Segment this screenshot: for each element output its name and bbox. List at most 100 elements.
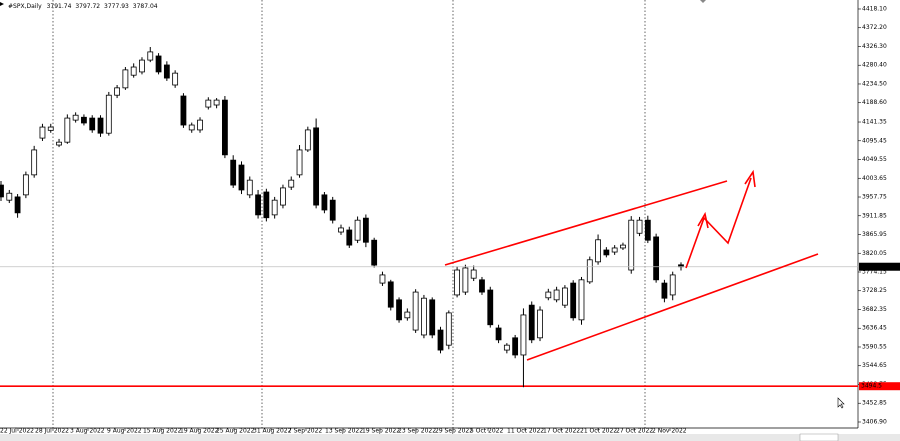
candle-body bbox=[338, 227, 344, 233]
x-tick-label: 19 Aug 2022 bbox=[180, 428, 219, 435]
candle-body bbox=[39, 126, 46, 139]
x-tick-label: 3 Aug 2022 bbox=[70, 428, 105, 435]
candle-body bbox=[0, 184, 4, 198]
candle-body bbox=[47, 126, 54, 131]
candle-body bbox=[205, 99, 212, 108]
candle-body bbox=[429, 299, 436, 336]
current-price-label: 3787.04 bbox=[861, 263, 886, 270]
candle-body bbox=[321, 194, 328, 211]
candle-body bbox=[56, 141, 62, 146]
candle-body bbox=[470, 269, 477, 279]
x-tick-label: 9 Aug 2022 bbox=[107, 428, 142, 435]
candle-body bbox=[462, 267, 469, 293]
candle-body bbox=[669, 274, 676, 296]
candle-body bbox=[479, 279, 485, 293]
candle-body bbox=[89, 117, 96, 131]
candle-body bbox=[255, 194, 261, 216]
candle-body bbox=[362, 217, 369, 243]
header: #SPX,Daily 3791.74 3797.72 3777.93 3787.… bbox=[8, 3, 158, 10]
x-tick-label: 27 Oct 2022 bbox=[616, 428, 653, 435]
y-tick-label: 4141.35 bbox=[862, 119, 887, 126]
candle-body bbox=[180, 95, 187, 126]
x-tick-label: 23 Sep 2022 bbox=[398, 428, 436, 435]
x-tick-label: 31 Aug 2022 bbox=[253, 428, 292, 435]
x-tick-label: 22 Jul 2022 bbox=[0, 428, 34, 435]
y-tick-label: 3682.35 bbox=[862, 306, 887, 313]
support-price-box bbox=[859, 382, 900, 391]
tab-bar bbox=[0, 434, 900, 441]
candle-body bbox=[147, 51, 154, 61]
candle-body bbox=[197, 119, 203, 131]
candle-body bbox=[163, 64, 170, 79]
candle-body bbox=[329, 199, 336, 221]
candle-body bbox=[64, 117, 71, 143]
y-tick-label: 3865.95 bbox=[862, 231, 887, 238]
candle-body bbox=[603, 249, 610, 256]
y-tick-label: 3406.90 bbox=[862, 418, 887, 425]
candle-body bbox=[222, 99, 228, 156]
candle-body bbox=[628, 219, 635, 271]
x-tick-label: 13 Sep 2022 bbox=[325, 428, 363, 435]
candle-body bbox=[644, 219, 651, 241]
y-tick-label: 4326.30 bbox=[862, 43, 887, 50]
candle-body bbox=[595, 239, 601, 263]
candle-body bbox=[139, 59, 145, 73]
candle-body bbox=[503, 344, 510, 351]
candle-body bbox=[304, 129, 311, 151]
y-tick-label: 4188.60 bbox=[862, 99, 887, 106]
candle-body bbox=[288, 179, 295, 188]
candle-body bbox=[22, 174, 29, 196]
y-tick-label: 4003.65 bbox=[862, 175, 887, 182]
candle-body bbox=[454, 269, 460, 296]
candle-body bbox=[611, 247, 618, 253]
arrow-heads bbox=[697, 169, 756, 229]
y-tick-label: 3957.75 bbox=[862, 194, 887, 201]
x-tick-label: 29 Sep 2022 bbox=[435, 428, 473, 435]
channel-upper bbox=[444, 180, 728, 266]
x-tick-label: 7 Sep 2022 bbox=[288, 428, 322, 435]
candle-body bbox=[296, 149, 303, 176]
candle-body bbox=[14, 196, 21, 214]
annotations bbox=[444, 169, 819, 361]
candle-body bbox=[122, 69, 129, 89]
candle-body bbox=[263, 191, 270, 219]
candle-body bbox=[512, 337, 519, 356]
x-tick-label: 19 Sep 2022 bbox=[362, 428, 400, 435]
y-tick-label: 3590.55 bbox=[862, 343, 887, 350]
candle-body bbox=[72, 114, 79, 121]
y-tick-label: 3636.45 bbox=[862, 325, 887, 332]
channel-lower bbox=[526, 253, 819, 361]
candle-body bbox=[354, 219, 361, 241]
candle-body bbox=[188, 124, 195, 131]
candle-body bbox=[437, 329, 444, 351]
candle-body bbox=[238, 164, 245, 191]
candle-body bbox=[81, 116, 87, 124]
candle-body bbox=[271, 199, 278, 216]
tab[interactable] bbox=[799, 433, 839, 441]
candle-body bbox=[155, 55, 162, 73]
x-tick-label: 25 Aug 2022 bbox=[216, 428, 255, 435]
period-separators bbox=[52, 0, 646, 428]
shift-marker bbox=[700, 0, 706, 3]
plot: 4418.10 4372.20 4326.30 4280.40 4234.50 4188.… bbox=[0, 5, 900, 435]
x-tick-label: 21 Oct 2022 bbox=[580, 428, 617, 435]
candle-body bbox=[562, 287, 568, 306]
y-tick-label: 3728.25 bbox=[862, 287, 887, 294]
y-tick-label: 3544.65 bbox=[862, 362, 887, 369]
header-icon bbox=[0, 2, 4, 6]
y-tick-label: 4095.45 bbox=[862, 137, 887, 144]
ohlc-low: 3777.93 bbox=[104, 3, 129, 10]
candle-body bbox=[371, 239, 378, 266]
candle-body bbox=[578, 279, 585, 321]
candle-body bbox=[280, 187, 286, 206]
candle-body bbox=[379, 274, 386, 284]
y-tick-label: 3774.15 bbox=[862, 268, 887, 275]
candle-body bbox=[6, 192, 13, 201]
y-tick-label: 4418.10 bbox=[862, 5, 887, 12]
candle-body bbox=[246, 179, 253, 196]
candle-body bbox=[495, 327, 502, 341]
candle-body bbox=[346, 229, 353, 246]
symbol: #SPX,Daily bbox=[8, 3, 42, 10]
